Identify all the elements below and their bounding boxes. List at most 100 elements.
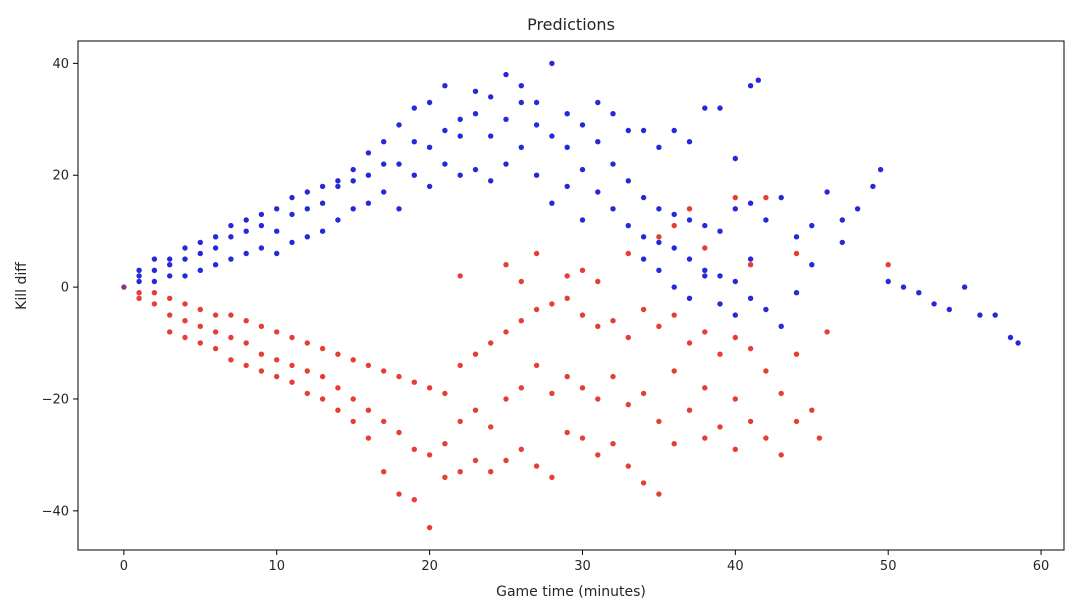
y-axis-label: Kill diff <box>14 262 30 310</box>
data-point <box>763 217 769 223</box>
data-point <box>212 262 219 268</box>
data-point <box>182 334 188 341</box>
data-point <box>350 206 356 212</box>
data-point <box>656 206 662 212</box>
data-point <box>839 239 845 246</box>
data-point <box>778 390 784 397</box>
data-point <box>1015 340 1021 346</box>
data-point <box>228 357 234 363</box>
data-point <box>732 278 738 285</box>
data-point <box>702 435 708 441</box>
data-point <box>778 194 784 201</box>
data-point <box>747 345 754 352</box>
data-point <box>518 446 524 452</box>
data-point <box>258 222 265 229</box>
data-point <box>411 105 417 111</box>
data-point <box>472 111 479 117</box>
data-point <box>656 418 662 425</box>
data-point <box>365 172 372 178</box>
data-point <box>258 351 265 357</box>
data-point <box>488 133 494 139</box>
data-point <box>732 194 738 201</box>
data-point <box>755 77 761 83</box>
data-point <box>442 474 448 480</box>
data-point <box>579 385 586 391</box>
data-point <box>350 357 356 363</box>
data-point <box>457 362 463 369</box>
data-point <box>702 222 708 229</box>
data-point <box>396 161 402 167</box>
data-point <box>167 273 173 279</box>
data-point <box>426 99 433 106</box>
data-point <box>595 452 601 458</box>
data-point <box>426 452 433 458</box>
data-point <box>839 217 845 223</box>
data-point <box>228 312 234 318</box>
x-axis-label: Game time (minutes) <box>496 584 646 600</box>
data-point <box>702 105 708 111</box>
data-point <box>243 318 249 324</box>
data-point <box>335 178 341 184</box>
series-2 <box>121 284 127 290</box>
data-point <box>457 418 463 425</box>
data-point <box>365 150 372 156</box>
data-point <box>488 469 494 475</box>
data-point <box>319 373 326 380</box>
data-point <box>396 491 402 497</box>
data-point <box>610 441 616 447</box>
data-point <box>243 217 249 223</box>
data-point <box>656 239 662 246</box>
data-point <box>350 396 356 402</box>
data-point <box>793 250 800 257</box>
data-point <box>381 469 387 475</box>
data-point <box>625 178 631 184</box>
x-tick-label: 30 <box>574 559 591 574</box>
data-point <box>809 262 815 268</box>
data-point <box>228 234 234 240</box>
data-point <box>304 189 310 195</box>
data-point <box>640 234 647 240</box>
data-point <box>167 256 173 262</box>
data-point <box>671 127 677 134</box>
data-point <box>258 211 265 218</box>
data-point <box>977 312 983 318</box>
data-point <box>732 446 738 452</box>
data-point <box>457 116 463 123</box>
data-point <box>167 312 173 318</box>
data-point <box>961 284 968 290</box>
data-point <box>319 396 326 402</box>
data-point <box>686 206 693 212</box>
data-point <box>472 457 479 464</box>
data-point <box>671 245 677 251</box>
data-point <box>686 407 693 413</box>
data-point <box>274 228 280 234</box>
data-point <box>228 256 234 262</box>
data-point <box>319 345 326 352</box>
data-point <box>381 368 387 374</box>
data-point <box>442 441 448 447</box>
x-tick-label: 50 <box>880 559 897 574</box>
data-point <box>304 234 310 240</box>
data-point <box>549 200 555 206</box>
data-point <box>686 256 693 262</box>
data-point <box>671 284 677 290</box>
data-point <box>472 88 479 95</box>
data-point <box>824 189 830 195</box>
data-point <box>717 228 723 234</box>
data-point <box>197 306 203 313</box>
data-point <box>640 194 647 201</box>
data-point <box>503 457 509 464</box>
data-point <box>121 284 127 290</box>
data-point <box>717 301 723 307</box>
data-point <box>625 222 631 229</box>
data-point <box>595 99 601 106</box>
data-point <box>182 273 188 279</box>
data-point <box>732 396 738 402</box>
data-point <box>457 273 463 279</box>
data-point <box>549 474 555 480</box>
data-point <box>579 166 586 173</box>
data-point <box>702 385 708 391</box>
data-point <box>732 206 738 212</box>
data-point <box>365 200 372 206</box>
data-point <box>518 385 524 391</box>
